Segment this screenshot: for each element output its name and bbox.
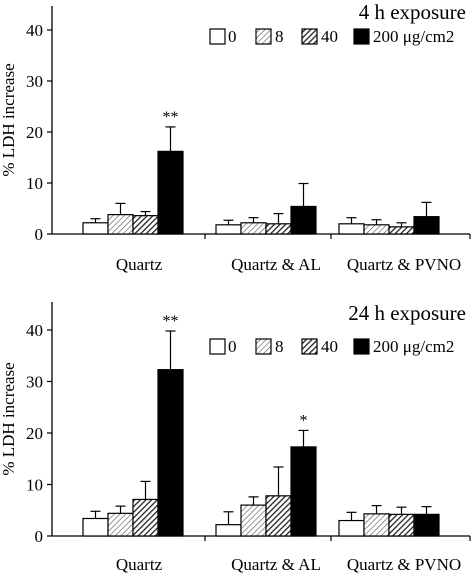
bar — [82, 517, 109, 537]
legend-label: 8 — [275, 337, 284, 356]
legend-label: 200 μg/cm2 — [373, 27, 454, 46]
legend-label: 40 — [321, 27, 338, 46]
category-label: Quartz & AL — [231, 555, 321, 574]
y-tick-label: 10 — [26, 174, 43, 193]
legend-swatch — [209, 28, 226, 45]
bar — [132, 215, 159, 235]
y-tick-label: 30 — [26, 373, 43, 392]
chart-title: 4 h exposure — [359, 0, 466, 24]
category-label: Quartz — [116, 255, 163, 274]
chart-title: 24 h exposure — [348, 301, 466, 325]
bar — [107, 512, 134, 537]
significance-marker: * — [300, 412, 308, 429]
bar — [265, 223, 292, 235]
significance-marker: ** — [163, 109, 179, 126]
category-label: Quartz — [116, 555, 163, 574]
category-label: Quartz & PVNO — [347, 555, 461, 574]
bar — [215, 224, 242, 235]
legend-swatch — [255, 28, 272, 45]
legend-swatch — [301, 28, 318, 45]
bar — [338, 519, 365, 537]
bar — [240, 222, 267, 235]
bar — [388, 226, 415, 235]
y-tick-label: 30 — [26, 72, 43, 91]
y-tick-label: 40 — [26, 321, 43, 340]
significance-marker: ** — [163, 313, 179, 330]
legend-label: 40 — [321, 337, 338, 356]
y-tick-label: 0 — [35, 225, 44, 244]
bar — [132, 498, 159, 537]
bar — [82, 222, 109, 235]
y-axis-label: % LDH increase — [0, 63, 18, 176]
legend-label: 0 — [228, 337, 237, 356]
bar — [215, 524, 242, 537]
bar — [363, 513, 390, 537]
bar — [413, 513, 440, 537]
legend-swatch — [301, 338, 318, 355]
bar — [157, 369, 184, 537]
legend-label: 0 — [228, 27, 237, 46]
y-tick-label: 20 — [26, 424, 43, 443]
legend-swatch — [353, 28, 370, 45]
bar — [157, 150, 184, 235]
category-label: Quartz & PVNO — [347, 255, 461, 274]
bar — [290, 205, 317, 235]
legend-swatch — [209, 338, 226, 355]
y-tick-label: 40 — [26, 21, 43, 40]
legend-swatch — [255, 338, 272, 355]
y-tick-label: 20 — [26, 123, 43, 142]
legend-label: 8 — [275, 27, 284, 46]
y-axis-label: % LDH increase — [0, 362, 18, 475]
bar — [107, 214, 134, 235]
bar — [265, 495, 292, 537]
category-label: Quartz & AL — [231, 255, 321, 274]
bar — [338, 223, 365, 235]
bar — [363, 224, 390, 235]
bar — [240, 504, 267, 537]
y-tick-label: 0 — [35, 527, 44, 546]
y-tick-label: 10 — [26, 476, 43, 495]
bar — [388, 513, 415, 537]
legend-label: 200 μg/cm2 — [373, 337, 454, 356]
bar — [290, 446, 317, 537]
bar — [413, 216, 440, 235]
legend-swatch — [353, 338, 370, 355]
